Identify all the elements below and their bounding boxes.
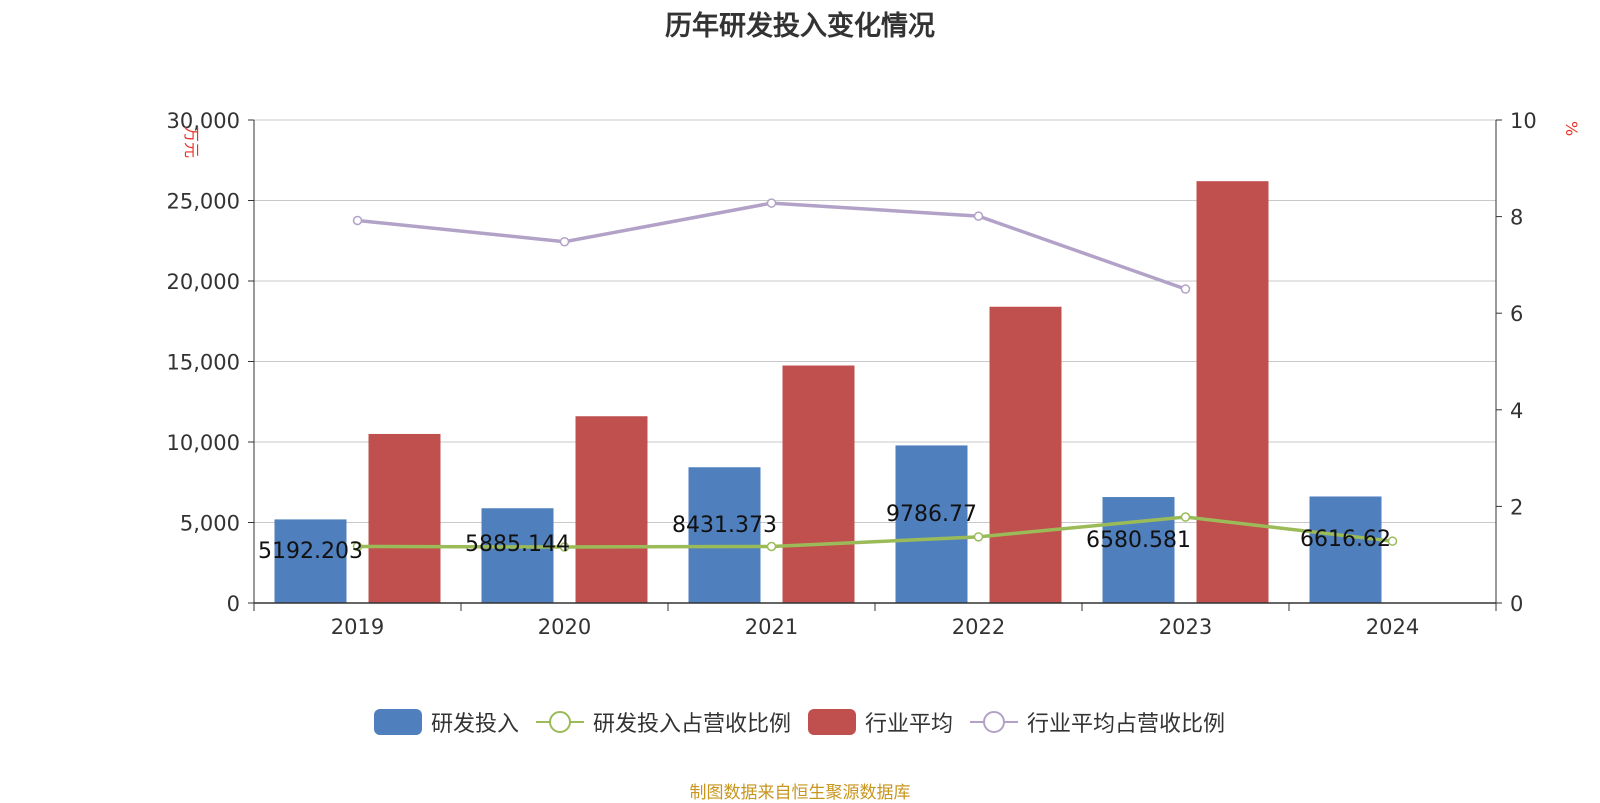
data-label-2021: 8431.373 — [672, 513, 777, 538]
bars — [274, 181, 1382, 603]
legend-item[interactable]: 研发投入 — [373, 706, 519, 738]
left-axis-tick-label: 25,000 — [167, 190, 240, 214]
legend-label: 研发投入 — [430, 712, 519, 737]
legend-line-swatch — [535, 711, 584, 733]
chart-title: 历年研发投入变化情况 — [665, 11, 935, 42]
data-label-2024: 6616.62 — [1300, 527, 1391, 552]
legend-item[interactable]: 行业平均占营收比例 — [969, 706, 1225, 738]
right-axis-tick-label: 2 — [1510, 495, 1523, 519]
legend: 研发投入 研发投入占营收比例 行业平均 行业平均占营收比例 — [0, 706, 1600, 738]
left-axis-tick-label: 15,000 — [167, 351, 240, 375]
legend-label: 研发投入占营收比例 — [592, 712, 791, 737]
left-axis-tick-label: 10,000 — [167, 431, 240, 455]
point-研发投入占营收比例 — [973, 532, 984, 542]
left-axis-unit: 万元 — [182, 126, 201, 158]
point-研发投入占营收比例 — [1387, 536, 1398, 546]
bar-研发投入-2022 — [895, 445, 968, 603]
grid-lines — [254, 119, 1496, 523]
bar-行业平均-2022 — [989, 306, 1062, 603]
x-axis-tick-label: 2021 — [745, 615, 798, 639]
point-行业平均占营收比例 — [352, 215, 363, 226]
legend-item[interactable]: 研发投入占营收比例 — [535, 706, 791, 738]
legend-item[interactable]: 行业平均 — [807, 706, 953, 738]
data-label-2022: 9786.77 — [886, 502, 977, 527]
legend-bar-swatch — [808, 709, 856, 735]
x-axis-tick-label: 2022 — [952, 615, 1005, 639]
data-label-2020: 5885.144 — [465, 532, 570, 557]
lines — [352, 198, 1398, 552]
right-axis-tick-label: 10 — [1510, 109, 1537, 133]
bar-研发投入-2020 — [481, 508, 554, 603]
bar-行业平均-2019 — [368, 433, 441, 603]
bar-行业平均-2021 — [782, 365, 855, 603]
point-研发投入占营收比例 — [352, 541, 363, 552]
legend-label: 行业平均 — [865, 712, 954, 737]
right-axis-tick-label: 8 — [1510, 206, 1523, 230]
point-研发投入占营收比例 — [559, 542, 570, 552]
point-行业平均占营收比例 — [973, 211, 984, 221]
right-axis-tick-label: 4 — [1510, 399, 1523, 423]
data-labels: 5192.203 5885.144 8431.373 9786.77 6580.581 6… — [258, 502, 1391, 564]
bar-研发投入-2019 — [274, 519, 347, 603]
data-label-2023: 6580.581 — [1086, 528, 1191, 553]
line-行业平均占营收比例 — [357, 201, 1187, 291]
x-axis-tick-label: 2019 — [331, 615, 384, 639]
left-axis-tick-label: 5,000 — [180, 512, 240, 536]
legend-bar-swatch — [373, 709, 422, 735]
point-行业平均占营收比例 — [559, 236, 570, 247]
bar-研发投入-2021 — [688, 467, 761, 603]
right-axis-tick-label: 0 — [1510, 592, 1523, 616]
bar-研发投入-2024 — [1309, 496, 1382, 603]
point-行业平均占营收比例 — [766, 198, 777, 208]
legend-label: 行业平均占营收比例 — [1027, 712, 1226, 737]
source-note: 制图数据来自恒生聚源数据库 — [689, 783, 911, 803]
line-研发投入占营收比例 — [357, 515, 1393, 549]
bar-行业平均-2020 — [575, 416, 648, 603]
data-label-2019: 5192.203 — [258, 539, 363, 564]
legend-line-swatch — [970, 711, 1019, 733]
point-研发投入占营收比例 — [1180, 512, 1191, 522]
left-axis-tick-label: 30,000 — [167, 109, 240, 133]
left-axis-tick-label: 0 — [227, 592, 240, 616]
x-axis-tick-label: 2020 — [538, 615, 591, 639]
left-axis-tick-label: 20,000 — [167, 270, 240, 294]
point-行业平均占营收比例 — [1180, 284, 1191, 294]
bar-研发投入-2023 — [1102, 497, 1175, 603]
point-研发投入占营收比例 — [766, 541, 777, 552]
x-axis-tick-label: 2023 — [1159, 615, 1212, 639]
x-axis-tick-label: 2024 — [1366, 615, 1419, 639]
bar-行业平均-2023 — [1196, 181, 1269, 603]
axes: 0 5,000 10,000 15,000 20,000 25,000 30,000 0 2 4 6… — [167, 109, 1581, 639]
right-axis-unit: % — [1562, 121, 1581, 136]
right-axis-tick-label: 6 — [1510, 302, 1523, 326]
